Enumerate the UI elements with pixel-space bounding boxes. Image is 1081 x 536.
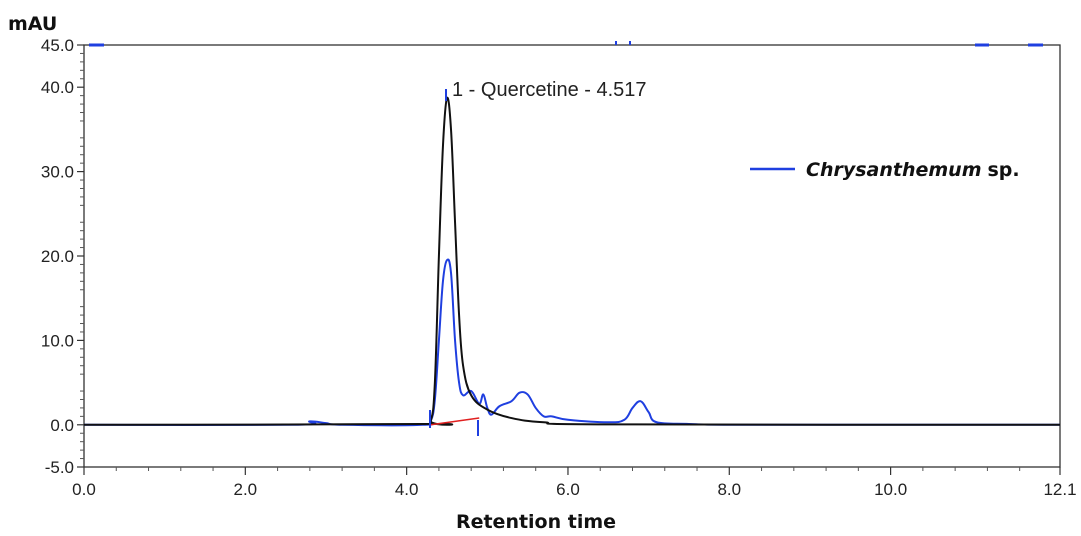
y-tick-label: 40.0: [41, 78, 74, 97]
peak-annotation: 1 - Quercetine - 4.517: [452, 79, 647, 101]
series-group: [83, 96, 1061, 427]
x-tick-label: 12.1: [1043, 480, 1076, 499]
y-axis-ticks: -5.0 0.0 10.0 20.0 30.0 40.0 45.0: [41, 36, 84, 477]
x-tick-label: 10.0: [874, 480, 907, 499]
x-tick-label: 8.0: [717, 480, 741, 499]
x-axis-title: Retention time: [456, 511, 616, 533]
x-axis-ticks: 0.0 2.0 4.0 6.0 8.0 10.0 12.1: [72, 467, 1077, 499]
legend-label: Chrysanthemum sp.: [806, 159, 1020, 181]
y-tick-label: 0.0: [50, 416, 74, 435]
plot-frame: [83, 44, 1061, 468]
x-tick-label: 4.0: [395, 480, 419, 499]
y-tick-label: 20.0: [41, 247, 74, 266]
x-tick-label: 6.0: [556, 480, 580, 499]
y-minor-ticks: [80, 52, 84, 460]
y-axis-title: mAU: [8, 13, 57, 35]
x-tick-label: 0.0: [72, 480, 96, 499]
x-minor-ticks: [115, 467, 1021, 471]
y-tick-label: -5.0: [45, 458, 74, 477]
series-chrysanthemum-line: [83, 258, 1060, 427]
legend-italic-part: Chrysanthemum: [806, 159, 982, 181]
y-tick-label: 45.0: [41, 36, 74, 55]
top-edge-markers: [89, 41, 1043, 47]
series-quercetine-standard-line: [83, 96, 1061, 426]
y-tick-label: 10.0: [41, 331, 74, 350]
legend: Chrysanthemum sp.: [750, 159, 1020, 181]
legend-plain-part: sp.: [988, 159, 1020, 181]
baseline-integration-line: [430, 417, 480, 426]
y-tick-label: 30.0: [41, 163, 74, 182]
x-tick-label: 2.0: [234, 480, 258, 499]
